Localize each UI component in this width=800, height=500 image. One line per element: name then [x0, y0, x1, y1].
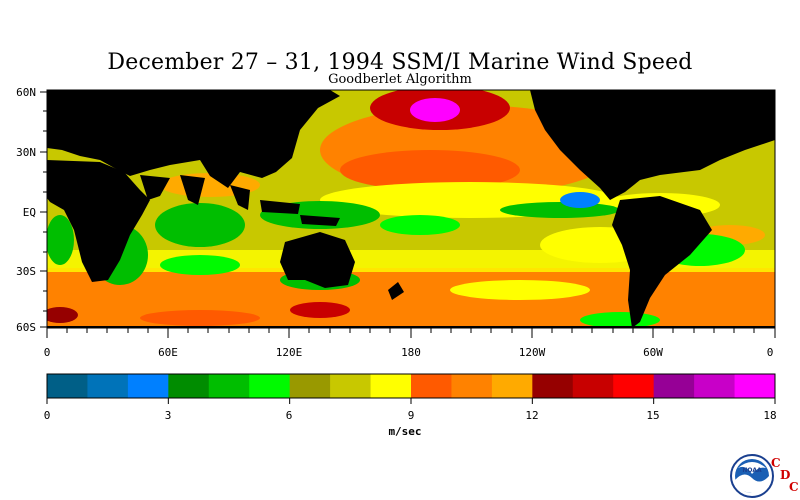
lat-label-60n: 60N [16, 86, 36, 99]
colorbar-swatch [127, 374, 169, 398]
colorbar-label-0: 0 [43, 409, 51, 422]
colorbar-units: m/sec [388, 425, 422, 438]
lat-label-30s: 30S [16, 265, 36, 278]
map-subtitle: Goodberlet Algorithm [328, 72, 472, 87]
lon-label-120w: 120W [518, 346, 546, 359]
cdc-letter-c2: C [789, 480, 799, 494]
lat-label-60s: 60S [16, 321, 36, 334]
colorbar-swatch [694, 374, 736, 398]
noaa-logo-text: NOAA [742, 467, 762, 474]
colorbar-swatch [532, 374, 574, 398]
colorbar-swatch [330, 374, 372, 398]
lon-label-0: 0 [43, 346, 51, 359]
lat-label-30n: 30N [16, 146, 36, 159]
colorbar-swatch [613, 374, 655, 398]
lon-label-180: 180 [401, 346, 421, 359]
colorbar-swatch [734, 374, 776, 398]
colorbar-label-18: 18 [763, 409, 777, 422]
colorbar-swatch [411, 374, 452, 398]
colorbar-ticks [46, 398, 776, 404]
colorbar-swatch [572, 374, 614, 398]
colorbar-swatch [451, 374, 493, 398]
colorbar-swatch [370, 374, 412, 398]
lon-label-60w: 60W [643, 346, 663, 359]
lon-label-120e: 120E [275, 346, 303, 359]
colorbar-swatch [491, 374, 533, 398]
lon-label-60e: 60E [158, 346, 178, 359]
colorbar-swatch [249, 374, 291, 398]
lon-label-0-east: 0 [766, 346, 774, 359]
map-title: December 27 – 31, 1994 SSM/I Marine Wind… [107, 50, 693, 75]
cdc-letter-d: D [780, 468, 791, 482]
colorbar-swatch [208, 374, 250, 398]
colorbar-label-12: 12 [525, 409, 539, 422]
colorbar-swatch [47, 374, 88, 398]
cdc-letter-c1: C [771, 456, 781, 470]
colorbar-label-15: 15 [646, 409, 660, 422]
colorbar-swatch [87, 374, 129, 398]
lon-ticks [46, 328, 776, 338]
colorbar-swatch [289, 374, 331, 398]
land-masses [47, 90, 775, 328]
colorbar-label-6: 6 [285, 409, 293, 422]
lat-label-eq: EQ [22, 206, 36, 219]
colorbar [47, 374, 776, 398]
lat-ticks [40, 91, 47, 328]
colorbar-swatch [653, 374, 695, 398]
colorbar-label-3: 3 [164, 409, 172, 422]
noaa-logo-icon: NOAA [730, 454, 774, 498]
colorbar-label-9: 9 [407, 409, 415, 422]
colorbar-swatch [168, 374, 210, 398]
